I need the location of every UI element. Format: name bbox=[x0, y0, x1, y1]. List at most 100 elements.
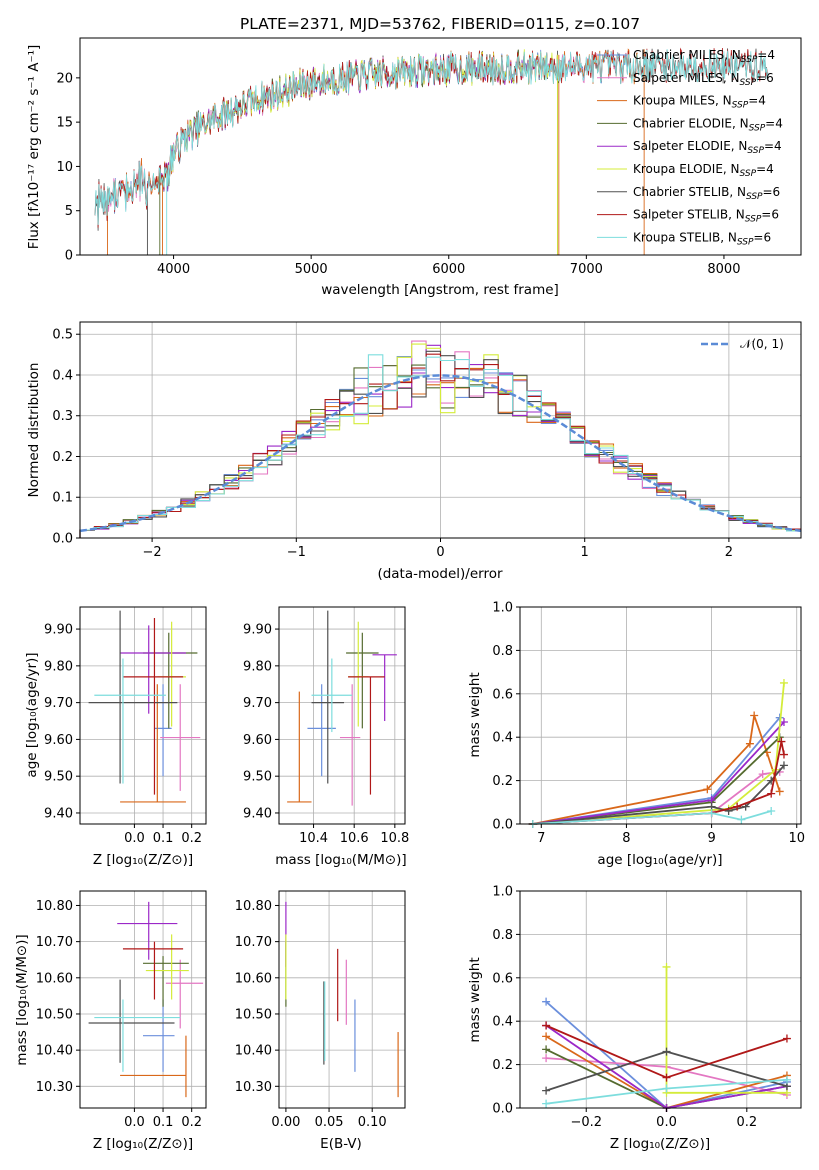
weight-marker bbox=[733, 802, 742, 811]
weight-marker bbox=[775, 787, 784, 796]
legend-label: Chabrier MILES, NSSP=4 bbox=[633, 48, 775, 65]
weight-series bbox=[542, 1047, 791, 1095]
weight-marker bbox=[779, 761, 788, 770]
x-tick-label: 0 bbox=[436, 545, 444, 560]
errorbar-point bbox=[88, 610, 178, 784]
y-tick-label: 0.6 bbox=[492, 687, 513, 702]
x-tick-label: 0.0 bbox=[124, 1115, 145, 1130]
z-age-xlabel: Z [log₁₀(Z/Z⊙)] bbox=[93, 852, 193, 868]
errorbar-point bbox=[120, 1035, 187, 1098]
y-tick-label: 9.60 bbox=[44, 733, 73, 748]
ebv-mass-panel: 0.00 0.05 0.10 10.30 10.40 10.50 10.60 10.70 10.… bbox=[235, 890, 406, 1152]
x-tick-label: 1 bbox=[581, 545, 589, 560]
y-tick-label: 10.50 bbox=[235, 1007, 272, 1022]
x-tick-label: 0.0 bbox=[656, 1115, 677, 1130]
y-tick-label: 0.0 bbox=[492, 1102, 513, 1117]
residual-histogram bbox=[79, 354, 801, 538]
y-tick-label: 10.80 bbox=[235, 899, 272, 914]
weight-line bbox=[532, 810, 772, 825]
mass-age-panel: 10.4 10.6 10.8 9.40 9.50 9.60 9.70 9.80 9.90 mas… bbox=[243, 606, 409, 868]
weight-line bbox=[532, 682, 785, 825]
x-tick-label: −0.2 bbox=[570, 1115, 602, 1130]
weight-marker bbox=[662, 1047, 671, 1056]
x-tick-label: 8 bbox=[622, 831, 630, 846]
errorbar-point bbox=[311, 610, 345, 784]
z-mass-ylabel: mass [log₁₀(M/M⊙)] bbox=[14, 934, 30, 1065]
y-tick-label: 0.5 bbox=[52, 328, 73, 343]
weight-marker bbox=[767, 806, 776, 815]
weight-marker bbox=[703, 785, 712, 794]
z-mass-panel: 0.0 0.1 0.210.3010.4010.5010.6010.7010.80 … bbox=[14, 890, 207, 1152]
age-weight-xlabel: age [log₁₀(age/yr)] bbox=[597, 852, 722, 868]
x-tick-label: 10.8 bbox=[380, 831, 409, 846]
gaussian-reference-curve bbox=[79, 374, 802, 533]
y-tick-label: 0.4 bbox=[492, 731, 513, 746]
x-tick-label: 10.6 bbox=[340, 831, 369, 846]
weight-marker bbox=[782, 1034, 791, 1043]
y-tick-label: 9.90 bbox=[44, 623, 73, 638]
weight-marker bbox=[542, 1032, 551, 1041]
errorbar-point bbox=[143, 999, 175, 1072]
legend-label: Salpeter ELODIE, NSSP=4 bbox=[633, 139, 782, 156]
x-tick-label: 6000 bbox=[432, 262, 465, 277]
y-tick-label: 10.30 bbox=[235, 1080, 272, 1095]
errorbar-point bbox=[348, 676, 385, 795]
y-tick-label: 0.4 bbox=[52, 368, 73, 383]
x-tick-label: 10.4 bbox=[299, 831, 328, 846]
errorbar-point bbox=[94, 999, 181, 1072]
z-weight-frame bbox=[519, 890, 802, 1109]
spectrum-panel: 4000 5000 6000 7000 8000 0 5 10 15 20 wavelength … bbox=[26, 37, 802, 298]
errorbar-point bbox=[346, 632, 379, 729]
weight-marker bbox=[542, 997, 551, 1006]
y-tick-label: 9.60 bbox=[243, 733, 272, 748]
spectrum-xlabel: wavelength [Angstrom, rest frame] bbox=[321, 282, 559, 298]
residual-histogram bbox=[79, 350, 801, 538]
y-tick-label: 10 bbox=[56, 160, 73, 175]
spectrum-ylabel: Flux [fλ10⁻¹⁷ erg cm⁻² s⁻¹ A⁻¹] bbox=[26, 45, 42, 250]
y-tick-label: 9.70 bbox=[44, 696, 73, 711]
residuals-ylabel: Normed distribution bbox=[26, 363, 42, 498]
z-age-panel: 0.0 0.1 0.2 9.40 9.50 9.60 9.70 9.80 9.90 Z [log… bbox=[24, 606, 207, 868]
weight-marker bbox=[779, 750, 788, 759]
ebv-mass-frame bbox=[278, 890, 406, 1109]
y-tick-label: 10.30 bbox=[36, 1080, 73, 1095]
errorbar-point bbox=[339, 684, 361, 806]
z-age-ylabel: age [log₁₀(age/yr)] bbox=[24, 652, 40, 777]
x-tick-label: 2 bbox=[725, 545, 733, 560]
spectrum-series-line bbox=[94, 49, 769, 225]
y-tick-label: 1.0 bbox=[492, 885, 513, 900]
x-tick-label: 5000 bbox=[295, 262, 328, 277]
ebv-mass-xlabel: E(B-V) bbox=[320, 1136, 362, 1152]
x-tick-label: 0.1 bbox=[153, 1115, 174, 1130]
z-weight-panel: −0.2 0.0 0.2 0.0 0.2 0.4 0.6 0.8 1.0 Z [log₁₀(Z/… bbox=[467, 885, 802, 1152]
y-tick-label: 0 bbox=[65, 249, 73, 264]
errorbar-point bbox=[145, 934, 189, 1000]
x-tick-label: 0.2 bbox=[736, 1115, 757, 1130]
x-tick-label: 0.10 bbox=[358, 1115, 387, 1130]
legend-label: Salpeter MILES, NSSP=6 bbox=[633, 71, 774, 88]
y-tick-label: 9.80 bbox=[44, 659, 73, 674]
age-weight-frame bbox=[519, 606, 802, 825]
x-tick-label: 7000 bbox=[570, 262, 603, 277]
weight-series bbox=[542, 1075, 791, 1108]
z-age-frame bbox=[79, 606, 207, 825]
x-tick-label: 0.2 bbox=[181, 1115, 202, 1130]
y-tick-label: 10.40 bbox=[235, 1044, 272, 1059]
legend-label: Kroupa ELODIE, NSSP=4 bbox=[633, 162, 774, 179]
mass-age-xlabel: mass [log₁₀(M/M⊙)] bbox=[275, 852, 406, 868]
x-tick-label: −2 bbox=[143, 545, 162, 560]
weight-marker bbox=[782, 1075, 791, 1084]
y-tick-label: 0.0 bbox=[492, 818, 513, 833]
y-tick-label: 10.50 bbox=[36, 1007, 73, 1022]
weight-marker bbox=[779, 718, 788, 727]
spectrum-frame bbox=[79, 37, 802, 256]
y-tick-label: 0.8 bbox=[492, 644, 513, 659]
z-weight-xlabel: Z [log₁₀(Z/Z⊙)] bbox=[610, 1136, 710, 1152]
weight-marker bbox=[542, 1045, 551, 1054]
legend-label: Salpeter STELIB, NSSP=6 bbox=[633, 208, 779, 225]
y-tick-label: 9.40 bbox=[44, 806, 73, 821]
x-tick-label: 0.00 bbox=[271, 1115, 300, 1130]
y-tick-label: 20 bbox=[56, 71, 73, 86]
legend-label: Kroupa STELIB, NSSP=6 bbox=[633, 230, 771, 247]
